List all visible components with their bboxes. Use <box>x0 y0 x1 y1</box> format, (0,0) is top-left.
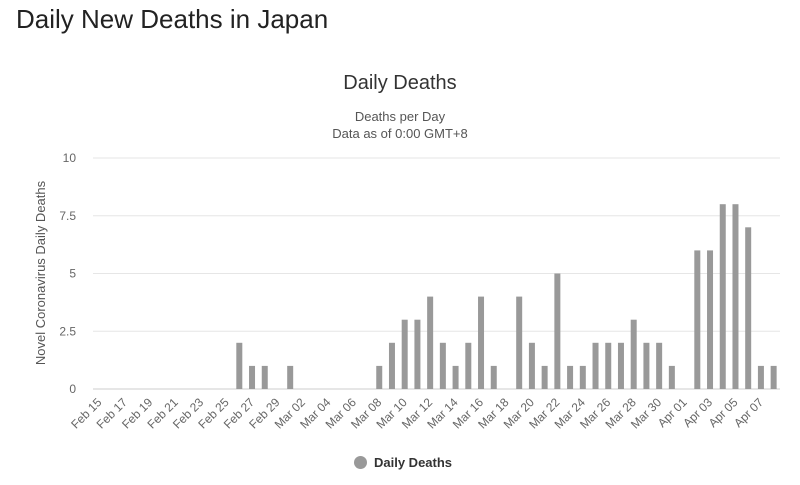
y-tick-label: 7.5 <box>59 209 76 223</box>
chart-subtitle: Deaths per Day <box>354 109 446 124</box>
bar[interactable] <box>401 319 408 389</box>
bar[interactable] <box>643 342 650 389</box>
bar[interactable] <box>376 365 383 389</box>
bar[interactable] <box>567 365 574 389</box>
bar[interactable] <box>528 342 535 389</box>
x-tick-label: Apr 07 <box>731 395 766 430</box>
bar[interactable] <box>439 342 446 389</box>
bar[interactable] <box>668 365 675 389</box>
y-tick-label: 5 <box>69 267 76 281</box>
bar[interactable] <box>541 365 548 389</box>
grid-lines <box>93 157 780 390</box>
bar[interactable] <box>261 365 268 389</box>
bar[interactable] <box>236 342 243 389</box>
bar[interactable] <box>656 342 663 389</box>
bar[interactable] <box>579 365 586 389</box>
bar[interactable] <box>516 296 523 389</box>
bar[interactable] <box>732 204 739 389</box>
bar[interactable] <box>490 365 497 389</box>
page-heading: Daily New Deaths in Japan <box>16 4 329 34</box>
legend-label: Daily Deaths <box>374 455 453 470</box>
bar[interactable] <box>287 365 294 389</box>
chart-data-timestamp: Data as of 0:00 GMT+8 <box>332 126 468 141</box>
bar[interactable] <box>617 342 624 389</box>
y-tick-label: 2.5 <box>59 324 76 338</box>
bar[interactable] <box>757 365 764 389</box>
chart-title: Daily Deaths <box>343 72 457 94</box>
bar[interactable] <box>388 342 395 389</box>
bar[interactable] <box>452 365 459 389</box>
bar[interactable] <box>719 204 726 389</box>
chart-legend[interactable]: Daily Deaths <box>354 455 452 470</box>
y-tick-label: 10 <box>63 151 77 165</box>
bar[interactable] <box>630 319 637 389</box>
bar[interactable] <box>770 365 777 389</box>
y-axis-ticks: 0 2.5 5 7.5 10 <box>59 151 76 396</box>
legend-marker-icon <box>354 456 367 469</box>
bar[interactable] <box>694 250 701 389</box>
bar[interactable] <box>427 296 434 389</box>
bar[interactable] <box>249 365 256 389</box>
bar[interactable] <box>554 273 561 390</box>
bar[interactable] <box>478 296 485 389</box>
bar[interactable] <box>605 342 612 389</box>
y-axis-title: Novel Coronavirus Daily Deaths <box>33 180 48 365</box>
bar[interactable] <box>745 227 752 389</box>
bar[interactable] <box>707 250 714 389</box>
bars <box>236 204 777 390</box>
y-tick-label: 0 <box>69 382 76 396</box>
bar[interactable] <box>414 319 421 389</box>
bar[interactable] <box>592 342 599 389</box>
bar[interactable] <box>465 342 472 389</box>
